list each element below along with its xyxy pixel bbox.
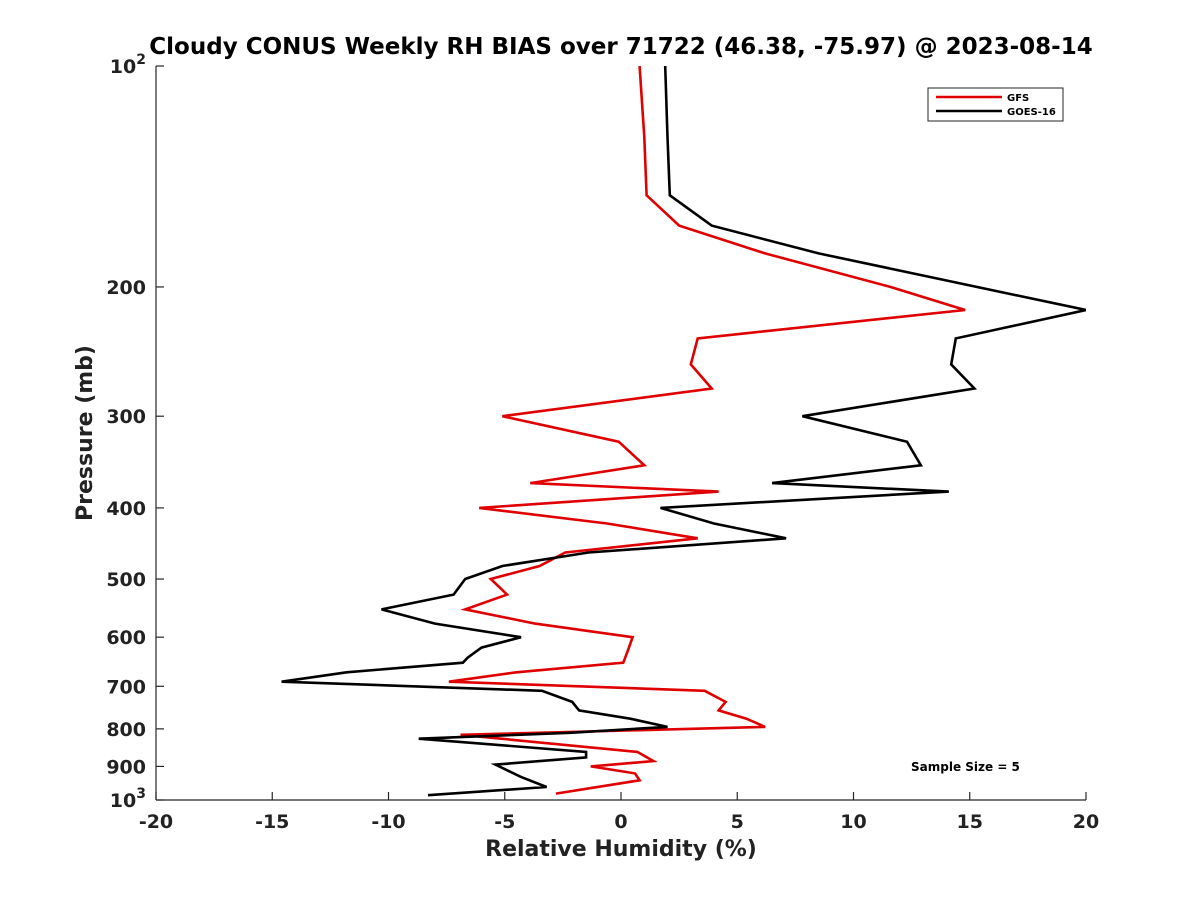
x-tick-label: -5	[494, 811, 515, 833]
legend-box	[927, 87, 1064, 122]
x-tick-label: -20	[139, 811, 173, 833]
y-tick-label: 200	[106, 277, 146, 299]
y-tick-label: 900	[106, 756, 146, 778]
y-tick-base: 600	[106, 627, 146, 649]
x-ticks: -20 -15 -10 -5 0 5 10 15 20	[139, 792, 1099, 833]
y-tick-base: 200	[106, 277, 146, 299]
y-tick-label: 400	[106, 498, 146, 520]
sample-size-annotation: Sample Size = 5	[911, 760, 1020, 774]
y-tick-base: 800	[106, 719, 146, 741]
x-tick-label: 15	[957, 811, 983, 833]
y-tick-base: 500	[106, 569, 146, 591]
y-tick-label: 103	[110, 786, 146, 812]
x-tick-label: -10	[371, 811, 405, 833]
y-tick-label: 300	[106, 406, 146, 428]
y-tick-base: 400	[106, 498, 146, 520]
y-tick-label: 500	[106, 569, 146, 591]
y-tick-base: 10	[110, 56, 136, 78]
y-tick-base: 300	[106, 406, 146, 428]
x-tick-label: 20	[1073, 811, 1099, 833]
y-tick-base: 10	[110, 790, 136, 812]
legend: GFS GOES-16	[927, 87, 1064, 122]
y-tick-exponent: 2	[136, 52, 146, 68]
y-tick-label: 800	[106, 719, 146, 741]
y-tick-base: 900	[106, 756, 146, 778]
axes	[155, 66, 1086, 801]
y-tick-label: 600	[106, 627, 146, 649]
legend-label-goes16: GOES-16	[1007, 107, 1056, 118]
y-tick-base: 700	[106, 676, 146, 698]
series-line-gfs	[448, 66, 966, 795]
x-axis-label: Relative Humidity (%)	[485, 837, 757, 862]
y-axis-label: Pressure (mb)	[73, 345, 98, 521]
series-layer	[281, 66, 1086, 797]
x-tick-label: 0	[614, 811, 627, 833]
y-tick-label: 700	[106, 676, 146, 698]
x-tick-label: 5	[731, 811, 744, 833]
x-tick-label: 10	[840, 811, 866, 833]
y-tick-label: 102	[110, 52, 146, 78]
series-line-goes16	[281, 66, 1086, 797]
y-tick-exponent: 3	[136, 786, 146, 802]
chart-title: Cloudy CONUS Weekly RH BIAS over 71722 (…	[149, 34, 1092, 60]
x-tick-label: -15	[255, 811, 289, 833]
legend-label-gfs: GFS	[1007, 93, 1029, 104]
